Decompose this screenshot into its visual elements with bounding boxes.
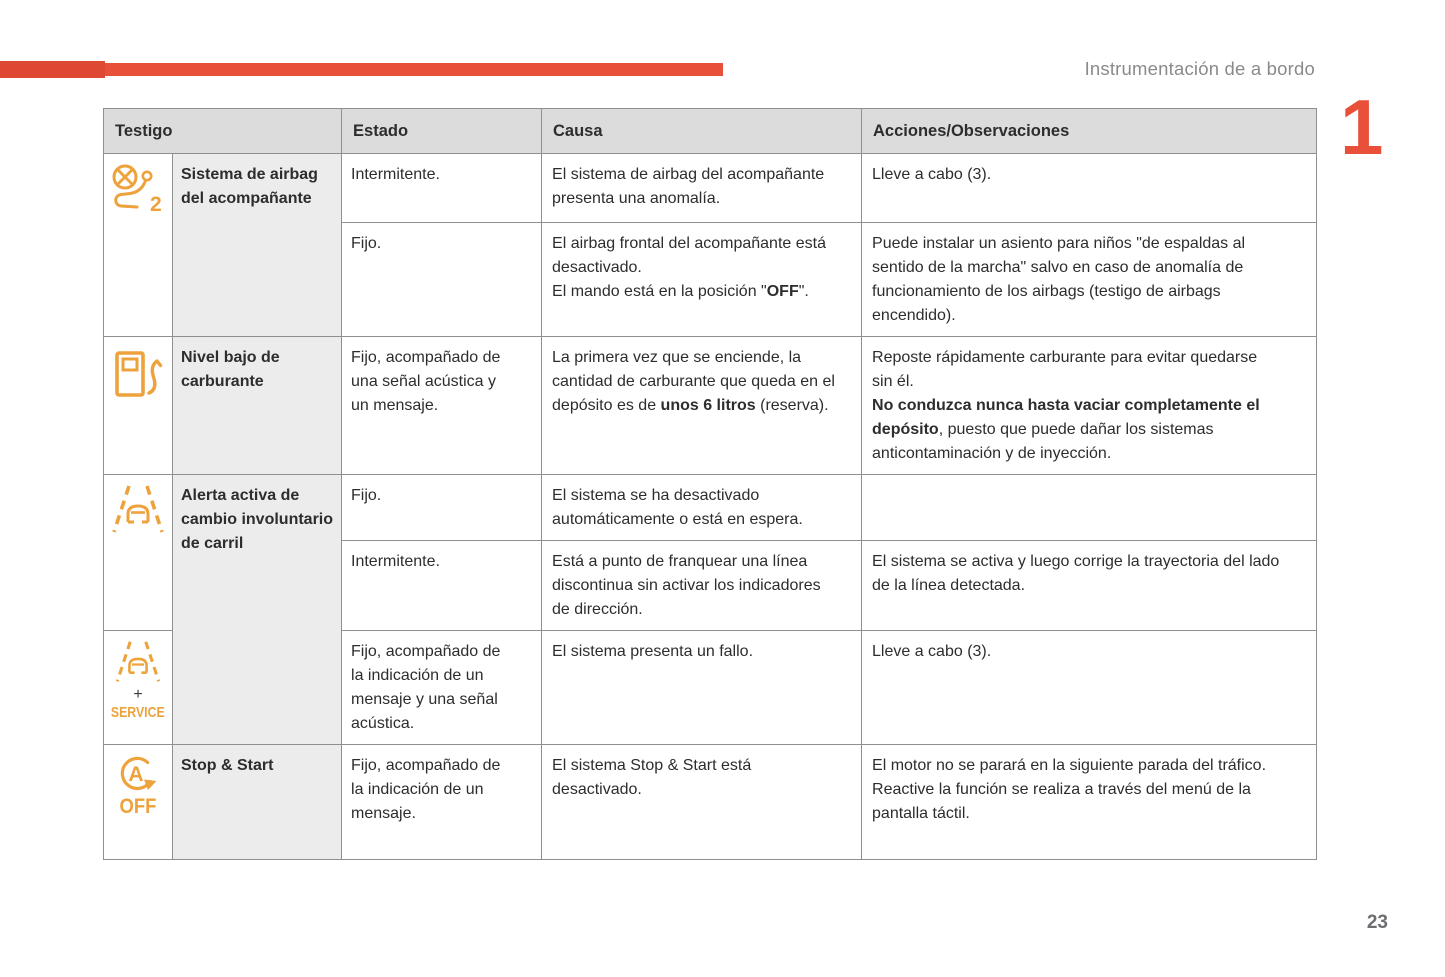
causa-cell: El sistema de airbag del acompañante pre… <box>541 153 863 223</box>
page-title: Instrumentación de a bordo <box>1084 58 1315 79</box>
table-header-row: Testigo Estado Causa Acciones/Observacio… <box>102 108 1318 154</box>
causa-cell: La primera vez que se enciende, la canti… <box>541 336 863 475</box>
service-label: SERVICE <box>111 704 165 721</box>
testigo-icon-cell: + SERVICE <box>103 630 173 745</box>
estado-cell: Intermitente. <box>341 153 543 223</box>
testigo-icon-cell: 2 <box>103 153 173 337</box>
table-row: Nivel bajo de carburante Fijo, acompañad… <box>103 336 1318 475</box>
chapter-number: 1 <box>1340 83 1384 171</box>
estado-cell: Fijo. <box>341 222 543 337</box>
acciones-cell: Lleve a cabo (3). <box>861 153 1318 223</box>
table-row: Intermitente. Está a punto de franquear … <box>104 540 1318 631</box>
table-row: 2 Sistema de airbag del acompañante Inte… <box>103 153 1318 337</box>
col-header-acciones: Acciones/Observaciones <box>861 108 1318 154</box>
table-row: + SERVICE Fijo, acompañado de la indicac… <box>103 630 1318 745</box>
lane-departure-service-icon: + SERVICE <box>106 640 170 723</box>
passenger-airbag-warning-icon: 2 <box>109 164 167 223</box>
warning-lights-table: Testigo Estado Causa Acciones/Observacio… <box>102 108 1318 860</box>
causa-cell: El sistema se ha desactivado automáticam… <box>541 474 863 541</box>
red-accent-bar-left-segment <box>0 61 105 78</box>
testigo-icon-cell: A OFF <box>103 744 173 860</box>
testigo-icon-cell <box>103 474 173 631</box>
testigo-name-cell: Stop & Start <box>171 744 343 860</box>
acciones-cell: Lleve a cabo (3). <box>861 630 1318 745</box>
stop-start-a-label: A <box>128 763 143 786</box>
acciones-cell <box>861 474 1318 541</box>
low-fuel-warning-icon <box>113 351 163 406</box>
page-number: 23 <box>1366 912 1388 933</box>
table-row: Alerta activa de cambio involuntario de … <box>103 474 1318 745</box>
testigo-name-cell: Nivel bajo de carburante <box>171 336 343 475</box>
estado-cell: Fijo, acompañado de la indicación de un … <box>341 630 543 745</box>
causa-cell: El sistema presenta un fallo. <box>541 630 863 745</box>
col-header-estado: Estado <box>341 108 543 154</box>
acciones-cell: El sistema se activa y luego corrige la … <box>861 540 1318 631</box>
airbag-number-label: 2 <box>150 193 162 216</box>
estado-cell: Fijo, acompañado de la indicación de un … <box>341 744 543 860</box>
acciones-cell: Reposte rápidamente carburante para evit… <box>861 336 1318 475</box>
col-header-testigo: Testigo <box>102 108 343 154</box>
plus-sign: + <box>133 686 143 703</box>
lane-departure-warning-icon <box>108 485 168 538</box>
testigo-name-cell: Alerta activa de cambio involuntario de … <box>171 474 343 745</box>
causa-cell: El airbag frontal del acompañante está d… <box>541 222 863 337</box>
col-header-causa: Causa <box>541 108 863 154</box>
estado-cell: Fijo. <box>341 474 543 541</box>
red-accent-bar <box>0 61 723 78</box>
off-label: OFF <box>119 795 157 818</box>
acciones-cell: El motor no se parará en la siguiente pa… <box>861 744 1318 860</box>
estado-cell: Fijo, acompañado de una señal acústica y… <box>341 336 543 475</box>
testigo-icon-cell <box>103 336 173 475</box>
causa-cell: El sistema Stop & Start está desactivado… <box>541 744 863 860</box>
acciones-cell: Puede instalar un asiento para niños "de… <box>861 222 1318 337</box>
table-row: A OFF Stop & Start Fijo, acompañado de l… <box>103 744 1318 860</box>
causa-cell: Está a punto de franquear una línea disc… <box>541 540 863 631</box>
stop-start-off-icon: A OFF <box>106 754 170 818</box>
table-row: Fijo. El airbag frontal del acompañante … <box>104 222 1318 337</box>
estado-cell: Intermitente. <box>341 540 543 631</box>
testigo-name-cell: Sistema de airbag del acompañante <box>171 153 343 337</box>
